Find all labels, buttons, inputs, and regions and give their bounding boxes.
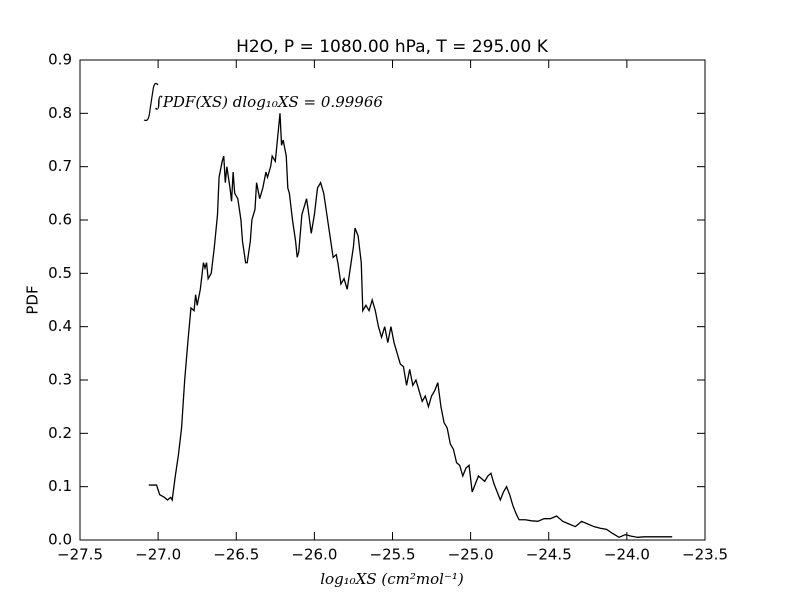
y-tick-label: 0.6 — [48, 211, 72, 229]
y-tick-label: 0.8 — [48, 104, 72, 122]
y-tick-label: 0.1 — [48, 477, 72, 495]
chart-title: H2O, P = 1080.00 hPa, T = 295.00 K — [236, 37, 549, 57]
y-tick-label: 0.9 — [48, 51, 72, 69]
y-tick-label: 0.3 — [48, 371, 72, 389]
annotation: ∫PDF(XS) dlog₁₀XS = 0.99966 — [155, 93, 383, 111]
y-tick-label: 0.0 — [48, 531, 72, 549]
y-axis-label: PDF — [24, 285, 42, 314]
integral-sign — [143, 82, 159, 122]
x-tick-label: −26.0 — [291, 546, 337, 564]
x-tick-label: −26.5 — [213, 546, 259, 564]
y-tick-label: 0.4 — [48, 317, 72, 335]
x-tick-label: −24.5 — [526, 546, 572, 564]
x-tick-label: −23.5 — [682, 546, 728, 564]
x-tick-label: −27.0 — [135, 546, 181, 564]
y-tick-label: 0.2 — [48, 424, 72, 442]
x-tick-label: −25.0 — [448, 546, 494, 564]
x-tick-label: −24.0 — [604, 546, 650, 564]
y-tick-label: 0.5 — [48, 264, 72, 282]
x-tick-label: −27.5 — [57, 546, 103, 564]
data-line — [148, 113, 673, 539]
y-tick-label: 0.7 — [48, 157, 72, 175]
x-axis-label: log₁₀XS (cm²mol⁻¹) — [320, 570, 464, 588]
plot-frame — [79, 59, 706, 541]
x-tick-label: −25.5 — [370, 546, 416, 564]
